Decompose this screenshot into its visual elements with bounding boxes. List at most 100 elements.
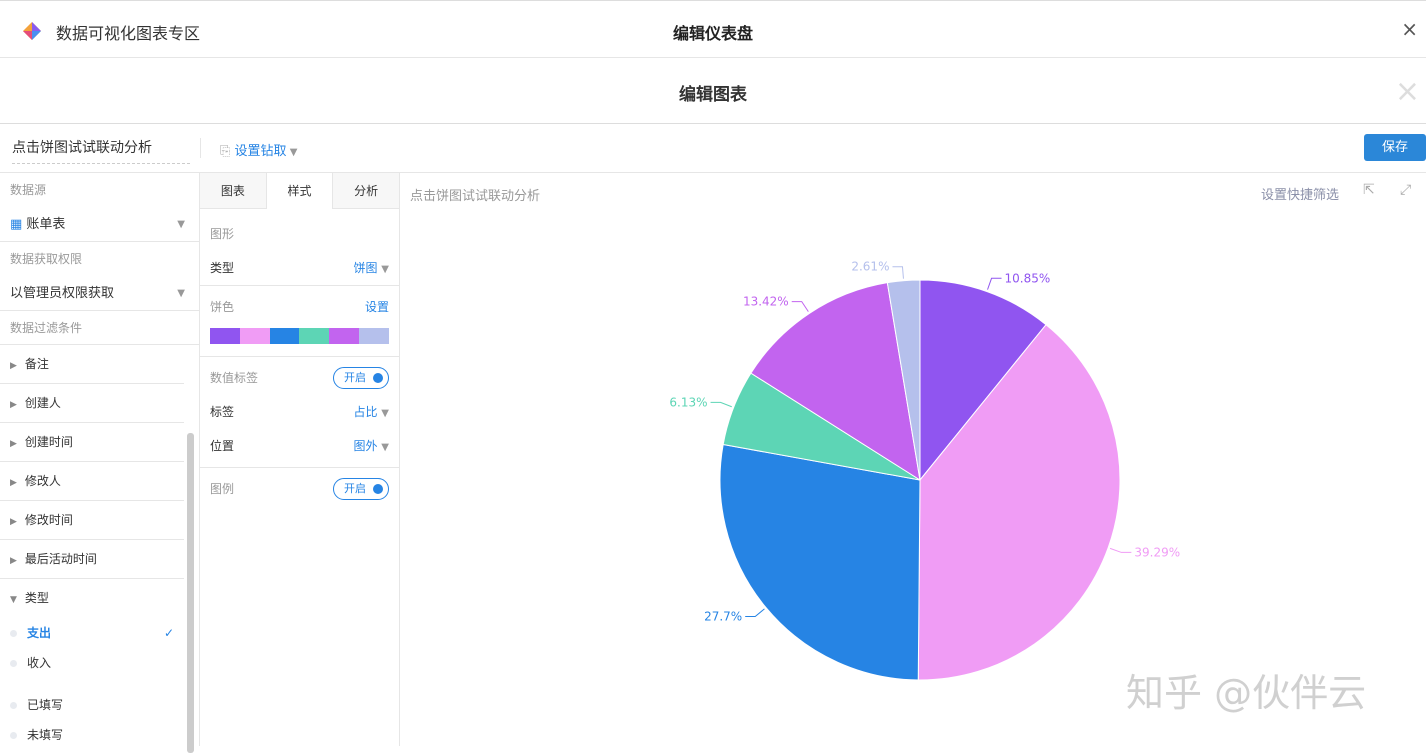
- pie-slice[interactable]: [919, 279, 1047, 482]
- label-line: [745, 608, 765, 618]
- type-select[interactable]: 饼图 ▼: [353, 251, 389, 287]
- data-label: 13.42%: [743, 295, 789, 309]
- modal-title: 编辑图表: [679, 85, 747, 105]
- pie-slice[interactable]: [750, 282, 921, 482]
- filter-option[interactable]: 支出 ✓: [0, 618, 184, 648]
- data-label: 10.85%: [1005, 271, 1051, 285]
- label-line: [710, 401, 732, 408]
- position-select[interactable]: 图外 ▼: [353, 429, 389, 465]
- check-icon: ✓: [163, 626, 174, 640]
- permission-value: 以管理员权限获取: [10, 286, 115, 301]
- divider: [200, 138, 201, 158]
- pie-chart[interactable]: 10.85% 39.29% 27.7% 6.13% 13.42% 2.61%: [400, 173, 1426, 746]
- caret-down-icon: ▼: [10, 595, 17, 605]
- filter-option[interactable]: 收入: [0, 648, 184, 678]
- color-swatch[interactable]: [299, 328, 330, 344]
- field-item[interactable]: ▶ 修改时间: [0, 501, 184, 540]
- caret-right-icon: ▶: [10, 556, 17, 566]
- tab-style[interactable]: 样式: [265, 173, 334, 209]
- label-line: [791, 301, 809, 312]
- field-item[interactable]: ▶ 最后活动时间: [0, 540, 184, 579]
- legend-toggle[interactable]: 开启: [333, 478, 389, 500]
- caret-right-icon: ▶: [10, 439, 17, 449]
- quick-filter-link[interactable]: 设置快捷筛选: [1261, 188, 1340, 203]
- color-label: 饼色: [210, 300, 235, 314]
- value-label-label: 数值标签: [210, 371, 259, 385]
- drill-button[interactable]: ⎘ 设置钻取 ▼: [220, 140, 297, 159]
- datasource-value: 账单表: [26, 217, 66, 232]
- filter-option[interactable]: 未填写: [0, 720, 184, 750]
- option-dot: [10, 702, 17, 709]
- field-item[interactable]: ▶ 修改人: [0, 462, 184, 501]
- watermark: 知乎 @伙伴云: [1126, 671, 1367, 715]
- data-label: 2.61%: [851, 260, 889, 274]
- close-dashboard-icon[interactable]: ×: [1401, 17, 1418, 41]
- label-row: 标签 占比 ▼: [210, 395, 389, 429]
- field-label: 修改时间: [24, 513, 73, 527]
- field-item[interactable]: ▶ 备注: [0, 345, 184, 384]
- label-select[interactable]: 占比 ▼: [353, 395, 389, 431]
- chevron-down-icon: ▼: [381, 408, 389, 419]
- field-label: 最后活动时间: [24, 552, 97, 566]
- tab-analysis[interactable]: 分析: [354, 184, 379, 198]
- legend-label: 图例: [210, 482, 235, 496]
- permission-select[interactable]: 以管理员权限获取 ▼: [0, 276, 199, 311]
- toggle-text: 开启: [344, 371, 366, 384]
- filter-label: 数据过滤条件: [0, 311, 199, 345]
- type-label: 类型: [210, 261, 235, 275]
- caret-right-icon: ▶: [10, 361, 17, 371]
- field-type[interactable]: ▼ 类型: [0, 579, 184, 618]
- option-label: 未填写: [27, 728, 64, 742]
- datasource-label: 数据源: [10, 183, 47, 197]
- option-dot: [10, 732, 17, 739]
- dashboard-title: 编辑仪表盘: [672, 24, 753, 43]
- style-panel: 图表 样式 分析 图形 类型 饼图 ▼ 饼色 设置 数值标签 开启 标签 占比 ▼ 位置…: [200, 173, 400, 746]
- option-dot: [10, 660, 17, 667]
- color-swatch[interactable]: [210, 328, 240, 344]
- color-palette[interactable]: [210, 328, 389, 344]
- option-label: 支出: [27, 626, 52, 640]
- shape-label: 图形: [210, 227, 235, 241]
- drill-icon: ⎘: [220, 144, 235, 159]
- datasource-select[interactable]: ▦ 账单表 ▼: [0, 207, 199, 242]
- open-external-icon[interactable]: ⇱: [1363, 182, 1375, 198]
- chevron-down-icon: ▼: [177, 219, 185, 230]
- pie-slice[interactable]: [917, 323, 1121, 681]
- data-label: 39.29%: [1134, 545, 1180, 559]
- position-label: 位置: [210, 439, 235, 453]
- color-swatch[interactable]: [269, 328, 300, 344]
- field-item[interactable]: ▶ 创建时间: [0, 423, 184, 462]
- legend-row: 图例 开启: [210, 472, 389, 506]
- app-logo-icon: [23, 22, 41, 40]
- scrollbar[interactable]: [187, 433, 194, 753]
- filter-option[interactable]: 已填写: [0, 690, 184, 720]
- field-label: 创建人: [24, 396, 61, 410]
- field-label: 修改人: [24, 474, 61, 488]
- label-label: 标签: [210, 405, 235, 419]
- field-item[interactable]: ▶ 创建人: [0, 384, 184, 423]
- tab-chart[interactable]: 图表: [220, 184, 245, 198]
- pie-slice[interactable]: [886, 279, 921, 481]
- field-label: 创建时间: [24, 435, 73, 449]
- value-label-toggle[interactable]: 开启: [333, 367, 389, 389]
- value-label-row: 数值标签 开启: [210, 361, 389, 395]
- save-button[interactable]: 保存: [1364, 134, 1426, 161]
- drill-label: 设置钻取: [234, 144, 287, 159]
- pie-slice[interactable]: [719, 443, 921, 681]
- caret-right-icon: ▶: [10, 400, 17, 410]
- chevron-down-icon: ▼: [177, 288, 185, 299]
- fullscreen-icon[interactable]: ⤢: [1400, 182, 1412, 198]
- position-value: 图外: [353, 439, 378, 453]
- data-label: 27.7%: [704, 610, 742, 624]
- type-row: 类型 饼图 ▼: [210, 251, 389, 285]
- color-swatch[interactable]: [359, 328, 389, 344]
- color-swatch[interactable]: [239, 328, 270, 344]
- close-modal-icon[interactable]: ×: [1394, 74, 1420, 109]
- chevron-down-icon: ▼: [381, 264, 389, 275]
- field-label: 备注: [24, 357, 49, 371]
- chart-name-input[interactable]: 点击饼图试试联动分析: [12, 137, 190, 164]
- chevron-down-icon: ▼: [381, 442, 389, 453]
- caret-right-icon: ▶: [10, 517, 17, 527]
- color-set-link[interactable]: 设置: [364, 300, 389, 314]
- color-swatch[interactable]: [329, 328, 360, 344]
